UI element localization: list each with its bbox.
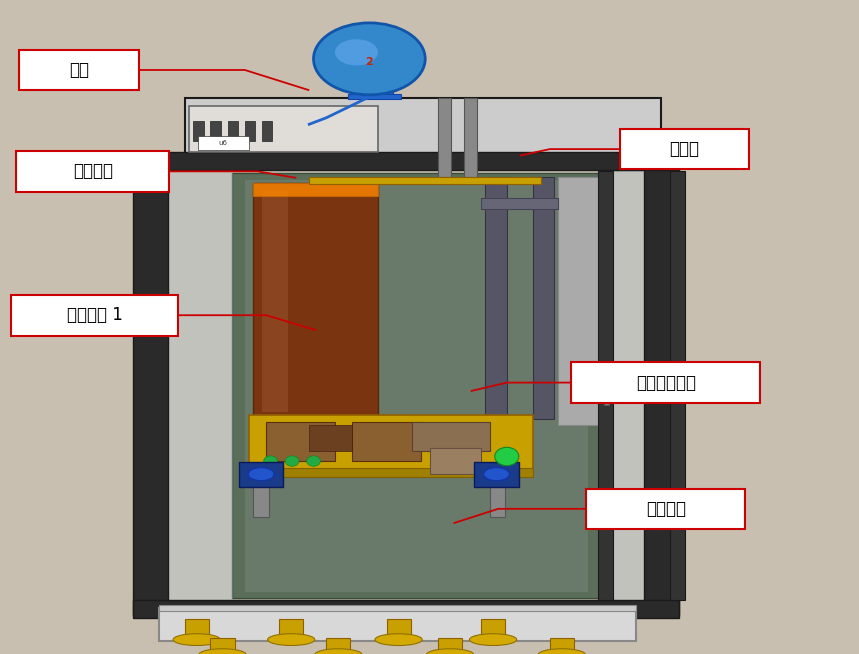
Text: 气路组件: 气路组件 <box>73 162 113 181</box>
Bar <box>550 638 574 654</box>
Text: 2: 2 <box>365 57 374 67</box>
Bar <box>412 422 490 451</box>
Bar <box>481 198 558 209</box>
Bar <box>249 468 533 477</box>
Bar <box>249 415 533 471</box>
Bar <box>185 619 209 639</box>
Bar <box>198 136 249 150</box>
Ellipse shape <box>314 649 362 654</box>
Text: u6: u6 <box>219 140 228 146</box>
Bar <box>112 13 739 647</box>
Bar <box>253 474 269 517</box>
Ellipse shape <box>268 634 314 645</box>
Bar <box>245 180 588 592</box>
Bar <box>239 462 283 487</box>
Bar <box>481 619 505 639</box>
Ellipse shape <box>427 649 474 654</box>
Bar <box>159 605 636 611</box>
Bar <box>558 177 610 425</box>
Ellipse shape <box>375 634 423 645</box>
FancyBboxPatch shape <box>10 295 179 336</box>
Bar <box>601 171 674 600</box>
Bar <box>232 173 601 598</box>
Bar <box>670 171 685 600</box>
Bar <box>253 183 378 419</box>
Bar <box>326 638 350 654</box>
Text: 安全门: 安全门 <box>670 140 699 158</box>
Bar <box>490 474 505 517</box>
Bar <box>438 638 462 654</box>
Bar <box>279 619 303 639</box>
Text: 工装组件: 工装组件 <box>646 500 685 518</box>
FancyBboxPatch shape <box>620 129 749 169</box>
Ellipse shape <box>314 23 425 95</box>
Bar <box>185 154 661 164</box>
Bar <box>159 608 636 641</box>
Bar <box>262 121 272 141</box>
FancyBboxPatch shape <box>19 50 139 90</box>
FancyBboxPatch shape <box>586 489 745 529</box>
Ellipse shape <box>484 468 509 481</box>
Bar <box>262 190 288 412</box>
Bar <box>133 600 679 618</box>
Ellipse shape <box>539 649 586 654</box>
Bar <box>210 121 221 141</box>
Bar <box>189 106 378 152</box>
Ellipse shape <box>335 39 378 65</box>
Ellipse shape <box>469 634 516 645</box>
Bar <box>185 98 661 157</box>
Bar <box>387 59 393 98</box>
Bar <box>485 177 507 419</box>
Bar <box>309 425 352 451</box>
Bar <box>604 366 609 405</box>
FancyBboxPatch shape <box>16 151 169 192</box>
Bar <box>348 94 401 99</box>
FancyBboxPatch shape <box>571 362 760 403</box>
Bar <box>438 98 451 177</box>
Circle shape <box>495 447 519 466</box>
Bar <box>355 59 362 98</box>
Bar <box>430 448 481 474</box>
Bar <box>137 171 232 600</box>
Text: 焊接气缸 1: 焊接气缸 1 <box>66 306 123 324</box>
Bar <box>387 619 411 639</box>
Circle shape <box>264 456 277 466</box>
Bar <box>598 171 613 600</box>
Bar <box>352 422 421 461</box>
Ellipse shape <box>198 649 246 654</box>
Bar <box>266 422 335 461</box>
Bar <box>133 157 168 615</box>
Bar <box>644 157 679 615</box>
Bar <box>533 177 554 419</box>
Text: 机架: 机架 <box>69 61 89 79</box>
Bar <box>253 183 378 196</box>
Circle shape <box>285 456 299 466</box>
Ellipse shape <box>174 634 220 645</box>
Circle shape <box>307 456 320 466</box>
Bar <box>245 121 255 141</box>
Bar <box>464 98 477 177</box>
Ellipse shape <box>248 468 274 481</box>
Text: 双手启动按钮: 双手启动按钮 <box>636 373 696 392</box>
Bar <box>228 121 238 141</box>
Bar <box>193 121 204 141</box>
Bar <box>133 152 679 170</box>
Bar <box>210 638 235 654</box>
Bar <box>474 462 519 487</box>
Bar <box>309 177 541 184</box>
